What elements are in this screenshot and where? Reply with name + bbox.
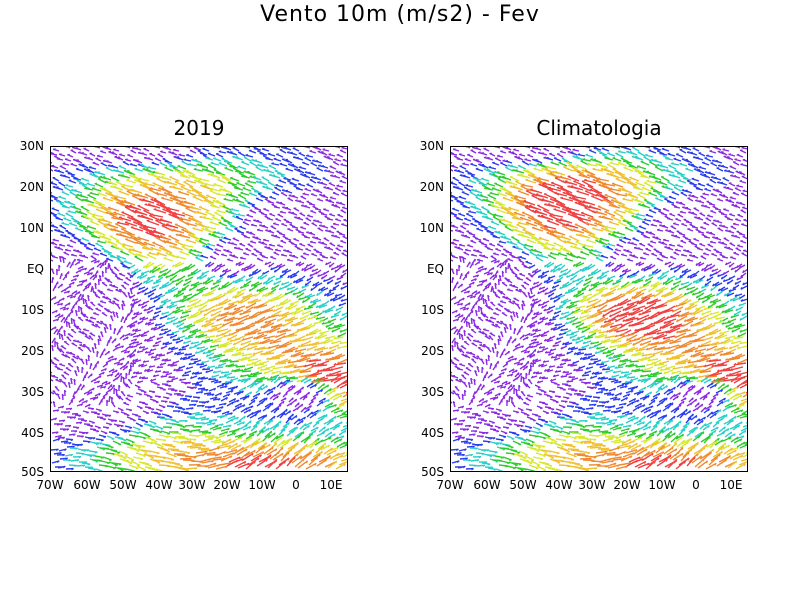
lon-label: 10E bbox=[319, 478, 343, 492]
lat-label: 30N bbox=[19, 139, 44, 153]
lon-label: 10W bbox=[648, 478, 676, 492]
lat-label: 40S bbox=[21, 426, 44, 440]
lat-label: 20S bbox=[421, 344, 444, 358]
lon-label: 10W bbox=[248, 478, 276, 492]
panel-title-2019: 2019 bbox=[173, 116, 225, 140]
lat-label: 10S bbox=[21, 303, 44, 317]
lat-label: 50S bbox=[421, 465, 444, 479]
lat-label: 30N bbox=[419, 139, 444, 153]
lat-label: 10S bbox=[421, 303, 444, 317]
lon-label: 50W bbox=[509, 478, 537, 492]
lat-label: 30S bbox=[421, 385, 444, 399]
lat-label: 30S bbox=[21, 385, 44, 399]
wind-vectors bbox=[51, 147, 347, 471]
lon-label: 60W bbox=[73, 478, 101, 492]
lon-label: 10E bbox=[719, 478, 743, 492]
lat-label: 20N bbox=[419, 180, 444, 194]
wind-map-2019 bbox=[50, 146, 348, 472]
lat-label: 40S bbox=[421, 426, 444, 440]
lon-label: 0 bbox=[692, 478, 700, 492]
lon-label: 20W bbox=[613, 478, 641, 492]
lon-label: 0 bbox=[292, 478, 300, 492]
lat-label: 10N bbox=[19, 221, 44, 235]
lon-label: 70W bbox=[436, 478, 464, 492]
lat-label: 20S bbox=[21, 344, 44, 358]
lon-label: 70W bbox=[36, 478, 64, 492]
lon-label: 50W bbox=[109, 478, 137, 492]
wind-vectors bbox=[451, 147, 747, 471]
panel-title-climatologia: Climatologia bbox=[536, 116, 662, 140]
lat-label: 10N bbox=[419, 221, 444, 235]
lon-label: 60W bbox=[473, 478, 501, 492]
lon-label: 30W bbox=[578, 478, 606, 492]
lon-label: 40W bbox=[545, 478, 573, 492]
lat-label: 20N bbox=[19, 180, 44, 194]
lat-label: 50S bbox=[21, 465, 44, 479]
wind-map-2019-canvas bbox=[51, 147, 347, 471]
figure-title: Vento 10m (m/s2) - Fev bbox=[260, 2, 540, 27]
lat-label: EQ bbox=[26, 262, 44, 276]
wind-map-climatologia bbox=[450, 146, 748, 472]
lon-label: 30W bbox=[178, 478, 206, 492]
lat-label: EQ bbox=[426, 262, 444, 276]
wind-map-climatologia-canvas bbox=[451, 147, 747, 471]
lon-label: 40W bbox=[145, 478, 173, 492]
lon-label: 20W bbox=[213, 478, 241, 492]
